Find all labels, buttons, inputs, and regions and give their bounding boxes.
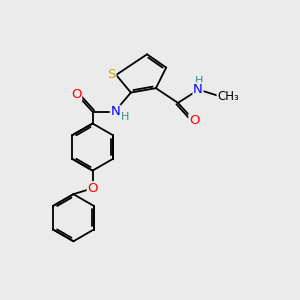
Text: H: H [194, 76, 203, 86]
Text: N: N [193, 83, 203, 96]
Text: H: H [121, 112, 129, 122]
Text: N: N [110, 105, 120, 118]
Text: S: S [107, 68, 116, 81]
Text: O: O [87, 182, 98, 195]
Text: CH₃: CH₃ [217, 91, 239, 103]
Text: O: O [189, 114, 200, 127]
Text: O: O [71, 88, 82, 100]
